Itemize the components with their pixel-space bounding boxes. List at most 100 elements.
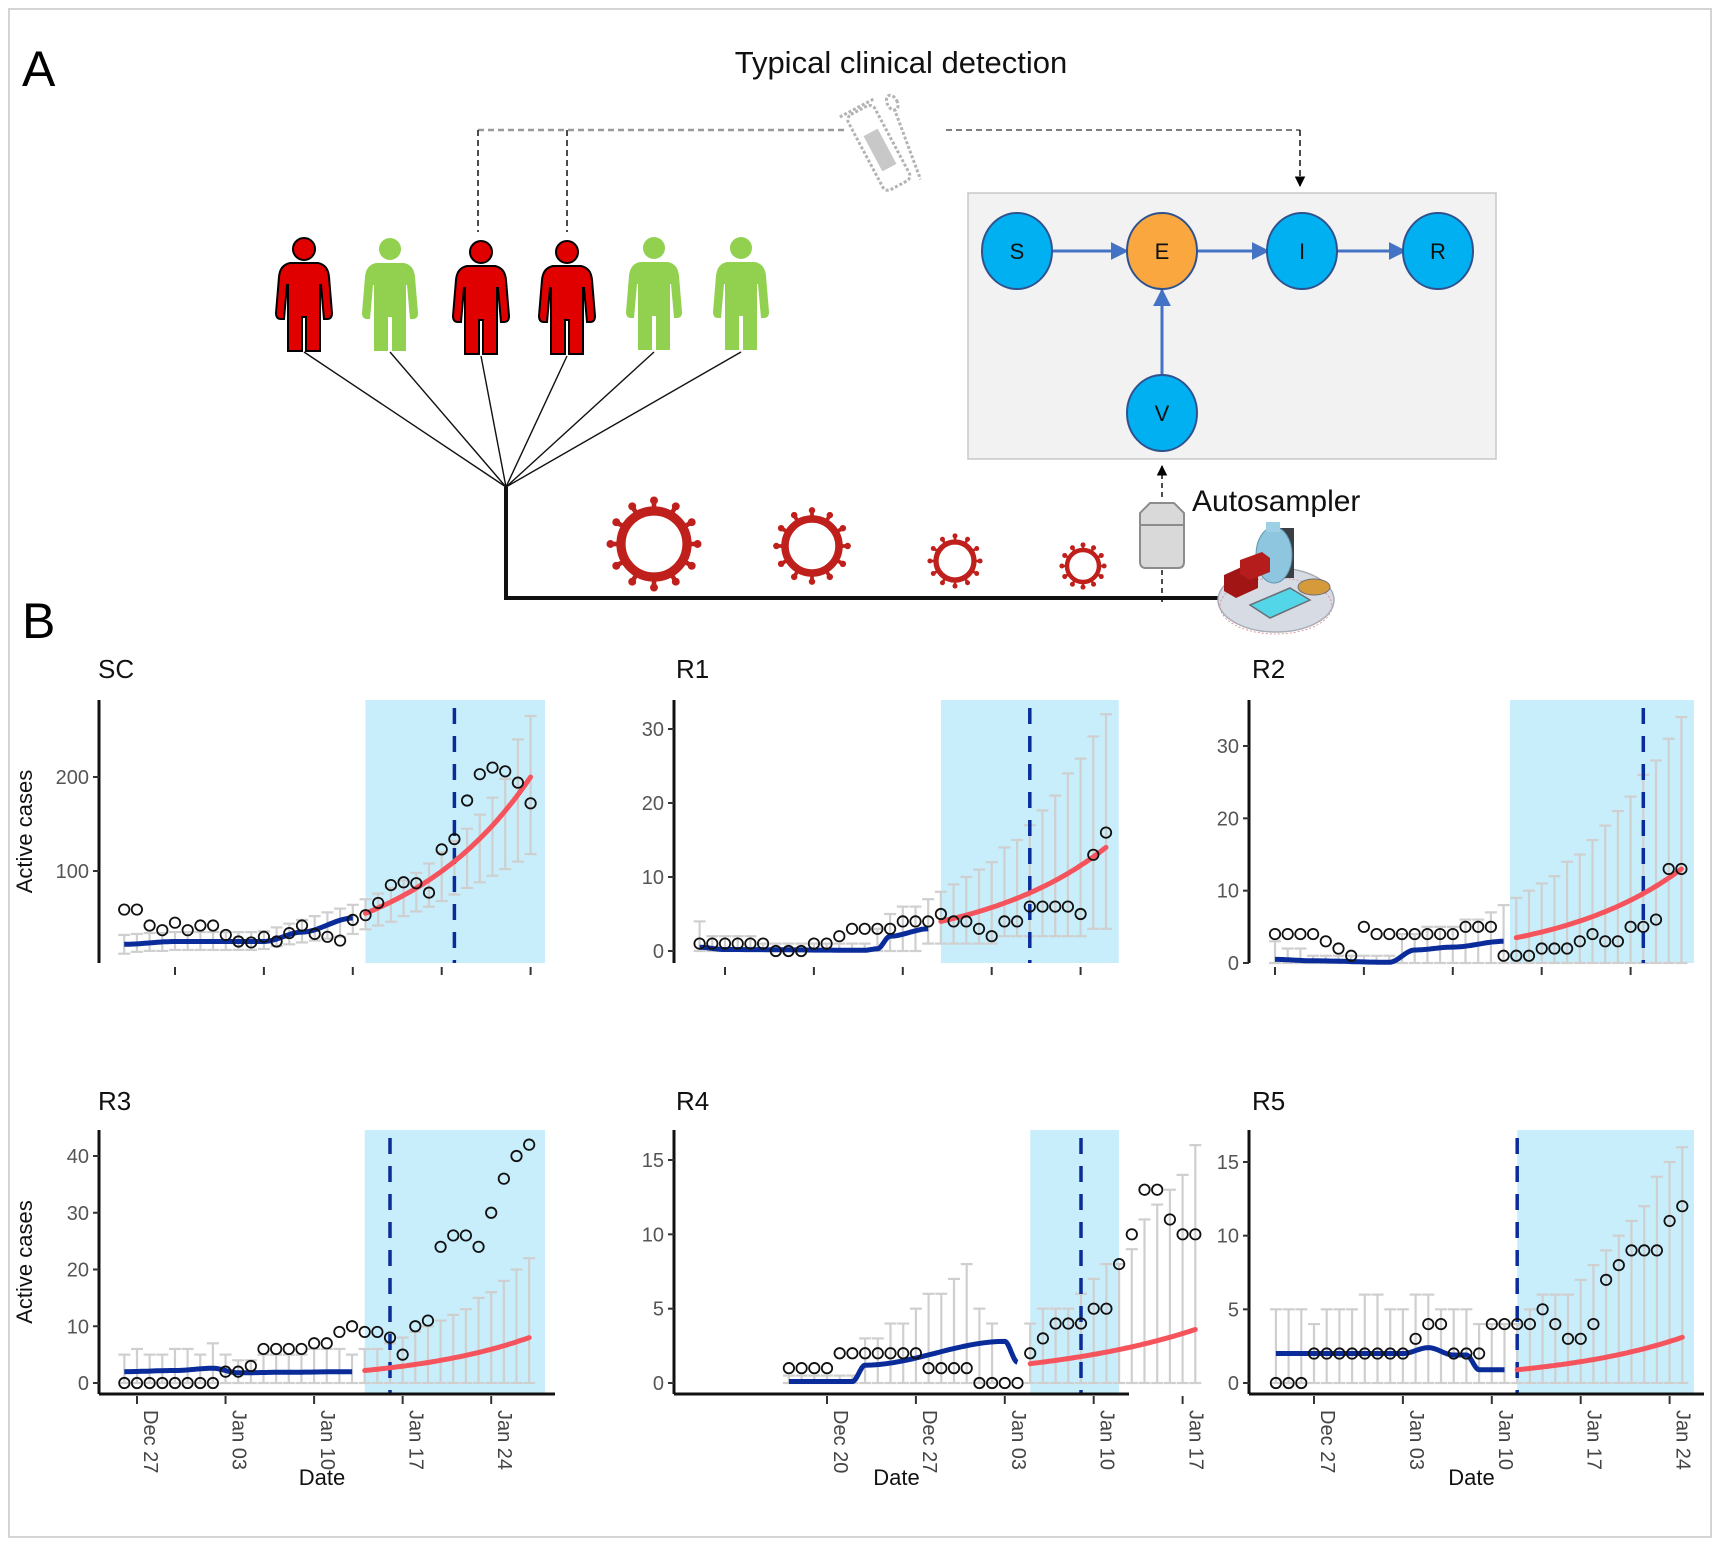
- virus-icon: [773, 507, 851, 585]
- virus-spike-tip: [671, 502, 680, 511]
- observed-point: [1561, 1332, 1575, 1345]
- observed-point: [1421, 927, 1434, 941]
- observed-point: [1573, 935, 1586, 948]
- observed-point: [998, 1376, 1011, 1390]
- chart-sc: SC 100 200 Active cases: [12, 654, 545, 975]
- y-tick-label: 30: [1217, 736, 1239, 758]
- virus-spike-tip: [826, 511, 834, 519]
- observed-point: [130, 903, 143, 916]
- y-tick-label: 0: [1228, 1373, 1239, 1395]
- observed-point: [1189, 1228, 1202, 1241]
- observed-point: [909, 1347, 923, 1360]
- forecast-line: [1027, 1327, 1198, 1367]
- virus-spike-tip: [693, 540, 702, 548]
- y-tick-label: 10: [1217, 881, 1239, 903]
- x-tick-label: Dec 27: [1316, 1410, 1338, 1473]
- observed-point: [421, 1314, 435, 1327]
- observed-point: [1459, 920, 1472, 933]
- panel-b-label: B: [22, 593, 56, 649]
- virus-spike-tip: [965, 536, 971, 542]
- observed-point: [410, 877, 423, 890]
- observed-point: [1574, 1332, 1587, 1345]
- chart-title: R1: [676, 654, 709, 684]
- observed-point: [769, 944, 782, 958]
- y-tick-label: 5: [653, 1299, 664, 1321]
- observed-point: [1586, 927, 1599, 941]
- observed-point: [845, 922, 859, 935]
- observed-point: [244, 1359, 257, 1373]
- virus-spike-tip: [790, 511, 798, 519]
- observed-point: [1395, 927, 1409, 941]
- observed-point: [460, 794, 474, 807]
- x-tick-label: Dec 27: [139, 1410, 161, 1473]
- observed-point: [1460, 1347, 1473, 1360]
- observed-point: [358, 1325, 371, 1339]
- node-r: [1402, 212, 1474, 290]
- observed-point: [397, 876, 410, 889]
- observed-point: [858, 1347, 872, 1360]
- observed-point: [1650, 1244, 1664, 1257]
- observed-point: [295, 919, 309, 932]
- observed-point: [156, 1376, 169, 1390]
- observed-point: [1371, 1347, 1384, 1360]
- observed-point: [307, 1337, 321, 1350]
- observed-point: [130, 1376, 144, 1390]
- virus-spike-tip: [974, 545, 980, 551]
- observed-point: [1320, 1347, 1333, 1360]
- observed-point: [143, 919, 156, 932]
- observed-point: [1163, 1213, 1177, 1226]
- x-axis-label: Date: [1448, 1465, 1494, 1490]
- observed-point: [1434, 927, 1447, 941]
- forecast-line: [363, 774, 534, 916]
- node-r-label: R: [1430, 239, 1446, 264]
- observed-point: [985, 930, 998, 943]
- y-tick-label: 10: [642, 867, 664, 889]
- observed-point: [194, 919, 207, 932]
- observed-point: [1125, 1228, 1138, 1241]
- x-tick-label: Jan 03: [1405, 1410, 1427, 1470]
- y-tick-label: 15: [1217, 1152, 1239, 1174]
- observed-point: [168, 916, 182, 929]
- lab-equipment-icon: [1217, 522, 1335, 635]
- observed-point: [1061, 900, 1075, 913]
- virus-spike-tip: [612, 561, 621, 570]
- x-tick-label: Jan 24: [493, 1410, 515, 1470]
- observed-point: [447, 1229, 460, 1242]
- observed-point: [706, 937, 719, 950]
- observed-point: [257, 930, 270, 943]
- observed-point: [1010, 915, 1024, 928]
- chart-title: R3: [98, 1086, 131, 1116]
- observed-point: [472, 1240, 485, 1253]
- virus-spike-tip: [1080, 542, 1086, 548]
- observed-point: [922, 1362, 935, 1375]
- observed-point: [371, 1325, 384, 1339]
- observed-point: [1281, 927, 1294, 941]
- observed-point: [485, 1206, 498, 1219]
- chart-r4: R4 0 5 10 15 Dec 20 Dec 27 Jan 03 Jan 10 Jan 17 Da…: [642, 1086, 1207, 1490]
- virus-spike-tip: [952, 583, 958, 589]
- observed-point: [320, 1337, 333, 1350]
- node-v: [1126, 374, 1198, 452]
- virus-spike-tip: [1069, 545, 1075, 551]
- observed-point: [1599, 935, 1612, 948]
- observed-point: [871, 1347, 884, 1360]
- virus-spike-tip: [650, 496, 658, 505]
- observed-point: [897, 1347, 910, 1360]
- observed-point: [1383, 927, 1396, 941]
- observed-point: [1036, 900, 1049, 913]
- observed-point: [960, 1362, 973, 1375]
- observed-point: [985, 1376, 999, 1390]
- observed-point: [1370, 927, 1383, 941]
- observed-point: [168, 1376, 182, 1390]
- virus-spike-tip: [628, 502, 637, 511]
- observed-point: [219, 1365, 232, 1378]
- virus-spike-tip: [1098, 574, 1104, 580]
- y-tick-label: 30: [642, 719, 664, 741]
- observed-point: [422, 886, 436, 899]
- observed-point: [858, 922, 871, 935]
- observed-point: [1511, 1317, 1524, 1331]
- observed-point: [1346, 1347, 1359, 1360]
- virus-spike-tip: [1091, 545, 1097, 551]
- observed-point: [295, 1342, 308, 1356]
